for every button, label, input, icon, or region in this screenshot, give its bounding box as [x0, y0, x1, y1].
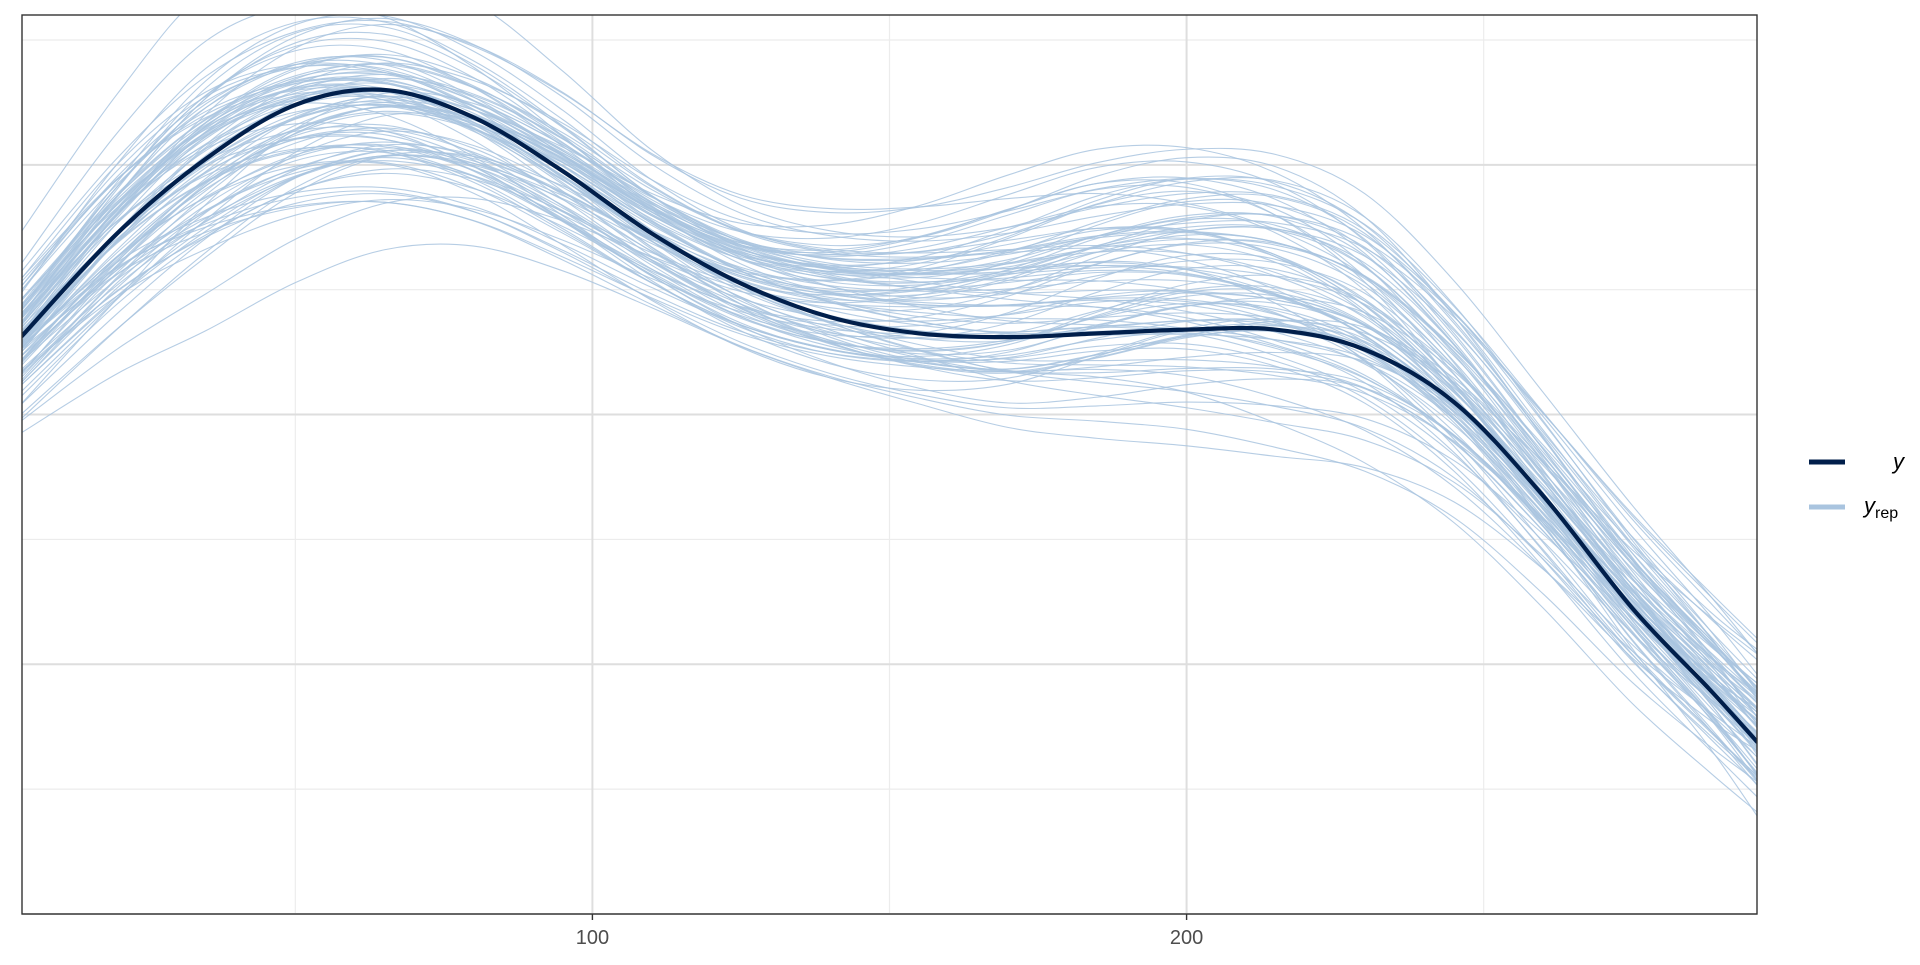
yrep-line — [22, 101, 1757, 694]
yrep-line — [22, 200, 1757, 782]
legend-label-yrep-sub: rep — [1875, 505, 1898, 522]
yrep-line — [22, 23, 1757, 756]
y-line — [22, 87, 1757, 744]
y-line-layer — [22, 87, 1757, 744]
x-axis-ticks: 100 200 — [576, 914, 1203, 949]
yrep-line — [22, 123, 1757, 741]
panel-border — [21, 14, 1758, 915]
yrep-line — [22, 55, 1757, 698]
x-tick-label: 100 — [576, 927, 609, 949]
yrep-line — [22, 190, 1757, 709]
yrep-line — [22, 129, 1757, 773]
yrep-line — [22, 160, 1757, 785]
legend: y yrep — [1809, 449, 1906, 522]
yrep-line — [22, 62, 1757, 688]
yrep-line — [22, 77, 1757, 726]
yrep-line — [22, 84, 1757, 774]
yrep-line — [22, 17, 1757, 675]
yrep-line — [22, 15, 1757, 749]
legend-label-yrep-main: y — [1862, 493, 1877, 518]
yrep-line — [22, 130, 1757, 734]
yrep-line — [22, 122, 1757, 745]
yrep-line — [22, 63, 1757, 717]
yrep-line — [22, 79, 1757, 728]
legend-label-yrep: yrep — [1862, 493, 1898, 522]
legend-label-y: y — [1891, 449, 1906, 474]
yrep-line — [22, 243, 1757, 747]
yrep-line — [22, 103, 1757, 736]
yrep-line — [22, 72, 1757, 688]
yrep-line — [22, 19, 1757, 689]
yrep-line — [22, 168, 1757, 713]
yrep-line — [22, 131, 1757, 752]
yrep-line — [22, 37, 1757, 744]
yrep-line — [22, 44, 1757, 817]
yrep-line — [22, 82, 1757, 708]
yrep-line — [22, 154, 1757, 695]
yrep-line — [22, 150, 1757, 786]
yrep-line — [22, 95, 1757, 735]
yrep-line — [22, 15, 1757, 692]
yrep-line — [22, 62, 1757, 653]
yrep-line — [22, 200, 1757, 751]
yrep-line — [22, 110, 1757, 698]
yrep-line — [22, 135, 1757, 738]
yrep-line — [22, 105, 1757, 644]
yrep-line — [22, 59, 1757, 680]
x-tick-label: 200 — [1170, 927, 1203, 949]
